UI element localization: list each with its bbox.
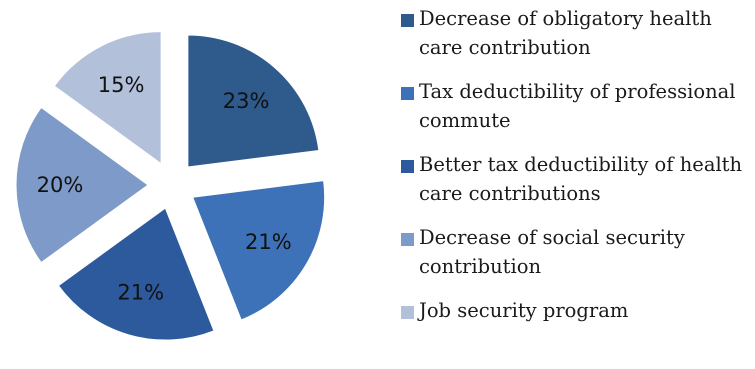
- pie-slice: [15, 106, 149, 264]
- pie-chart: 23% 21% 21% 20% 15%: [15, 31, 326, 341]
- legend-label: Job security program: [419, 299, 629, 322]
- legend-item: Decrease of obligatory health care contr…: [399, 4, 755, 62]
- slice-value-label: 21%: [245, 230, 292, 254]
- legend-item: Decrease of social security contribution: [399, 223, 755, 281]
- legend-swatch: [401, 87, 414, 100]
- legend-item: Better tax deductibility of health care …: [399, 150, 755, 208]
- pie-slice: [57, 207, 215, 341]
- legend-item: Tax deductibility of professional commut…: [399, 77, 755, 135]
- slice-value-label: 21%: [117, 281, 164, 305]
- legend-swatch: [401, 160, 414, 173]
- legend-label: Decrease of obligatory health care contr…: [419, 7, 712, 59]
- pie-slice: [53, 31, 162, 165]
- chart-legend: Decrease of obligatory health care contr…: [399, 4, 755, 340]
- pie-slice: [187, 34, 320, 168]
- pie-slice: [191, 180, 326, 321]
- slice-value-label: 20%: [37, 173, 84, 197]
- legend-swatch: [401, 233, 414, 246]
- slice-value-label: 15%: [98, 73, 145, 97]
- slice-value-label: 23%: [223, 89, 270, 113]
- legend-label: Decrease of social security contribution: [419, 226, 685, 278]
- legend-label: Better tax deductibility of health care …: [419, 153, 743, 205]
- legend-label: Tax deductibility of professional commut…: [419, 80, 736, 132]
- legend-swatch: [401, 14, 414, 27]
- legend-swatch: [401, 306, 414, 319]
- legend-item: Job security program: [399, 296, 755, 325]
